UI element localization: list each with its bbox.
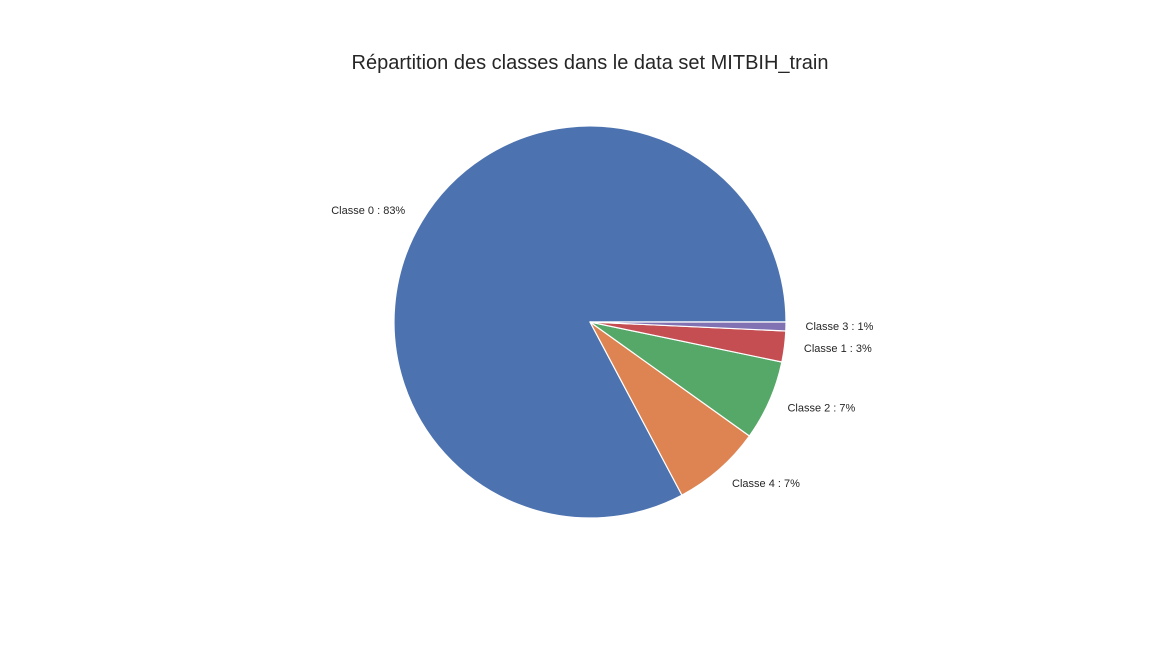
pie-slice-label: Classe 1 : 3% xyxy=(804,343,872,355)
pie-slice xyxy=(589,321,787,332)
pie-slice-label: Classe 2 : 7% xyxy=(787,402,855,414)
pie-slice-label: Classe 0 : 83% xyxy=(331,205,405,217)
pie-slice-label: Classe 4 : 7% xyxy=(732,478,800,490)
pie-slices xyxy=(393,125,787,519)
pie-slice-label: Classe 3 : 1% xyxy=(806,321,874,333)
pie-labels: Classe 0 : 83% Classe 4 : 7% Classe 2 : 7%… xyxy=(331,205,873,490)
chart-title: Répartition des classes dans le data set… xyxy=(351,52,829,74)
